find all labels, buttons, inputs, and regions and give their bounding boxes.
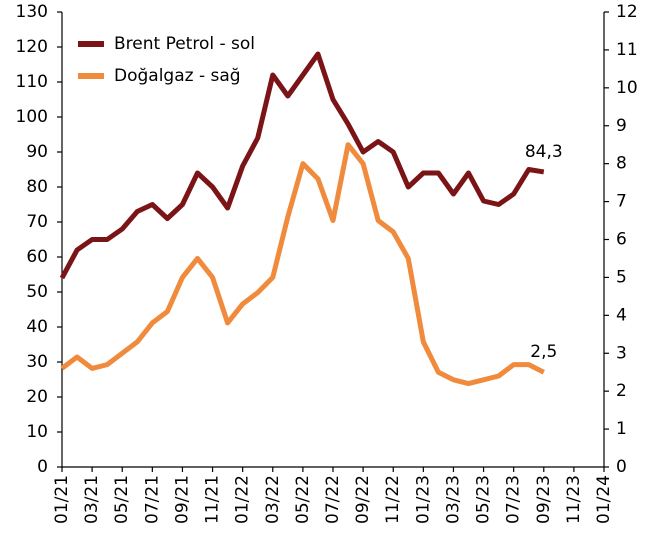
y-tick-label: 70 xyxy=(26,212,48,232)
x-tick-label: 09/22 xyxy=(353,475,373,524)
x-tick-label: 11/23 xyxy=(564,475,584,524)
y2-tick-label: 4 xyxy=(616,305,627,325)
y-tick-label: 20 xyxy=(26,387,48,407)
y-tick-label: 90 xyxy=(26,142,48,162)
legend-label: Brent Petrol - sol xyxy=(114,34,255,54)
x-tick-label: 01/21 xyxy=(52,475,72,524)
x-tick-label: 09/23 xyxy=(534,475,554,524)
x-tick-label: 05/21 xyxy=(112,475,132,524)
y-tick-label: 50 xyxy=(26,282,48,302)
y-tick-label: 40 xyxy=(26,317,48,337)
y2-tick-label: 12 xyxy=(616,2,638,22)
y-tick-label: 100 xyxy=(16,107,48,127)
x-tick-label: 05/22 xyxy=(293,475,313,524)
x-tick-label: 01/23 xyxy=(413,475,433,524)
value-label: 84,3 xyxy=(525,142,563,162)
y-tick-label: 120 xyxy=(16,37,48,57)
x-tick-label: 11/22 xyxy=(383,475,403,524)
x-tick-label: 11/21 xyxy=(203,475,223,524)
x-tick-label: 07/22 xyxy=(323,475,343,524)
x-tick-label: 09/21 xyxy=(172,475,192,524)
y2-tick-label: 3 xyxy=(616,343,627,363)
y2-tick-label: 7 xyxy=(616,192,627,212)
y2-tick-label: 5 xyxy=(616,267,627,287)
y2-tick-label: 8 xyxy=(616,154,627,174)
y2-tick-label: 2 xyxy=(616,381,627,401)
x-tick-label: 01/24 xyxy=(594,475,614,524)
x-tick-label: 03/23 xyxy=(443,475,463,524)
series-line xyxy=(60,142,545,387)
x-tick-label: 07/21 xyxy=(142,475,162,524)
legend-label: Doğalgaz - sağ xyxy=(114,66,241,86)
x-tick-label: 01/22 xyxy=(233,475,253,524)
y-tick-label: 130 xyxy=(16,2,48,22)
y2-tick-label: 10 xyxy=(616,78,638,98)
y2-tick-label: 1 xyxy=(616,419,627,439)
y-tick-label: 110 xyxy=(16,72,48,92)
y-tick-label: 10 xyxy=(26,422,48,442)
value-label: 2,5 xyxy=(530,342,557,362)
series-line xyxy=(59,51,545,280)
y2-tick-label: 9 xyxy=(616,116,627,136)
y2-tick-label: 0 xyxy=(616,457,627,477)
y-tick-label: 0 xyxy=(37,457,48,477)
y-tick-label: 30 xyxy=(26,352,48,372)
y-tick-label: 60 xyxy=(26,247,48,267)
y2-tick-label: 6 xyxy=(616,230,627,250)
x-tick-label: 07/23 xyxy=(504,475,524,524)
x-tick-label: 03/22 xyxy=(263,475,283,524)
x-tick-label: 03/21 xyxy=(82,475,102,524)
y-tick-label: 80 xyxy=(26,177,48,197)
y2-tick-label: 11 xyxy=(616,40,638,60)
x-tick-label: 05/23 xyxy=(474,475,494,524)
